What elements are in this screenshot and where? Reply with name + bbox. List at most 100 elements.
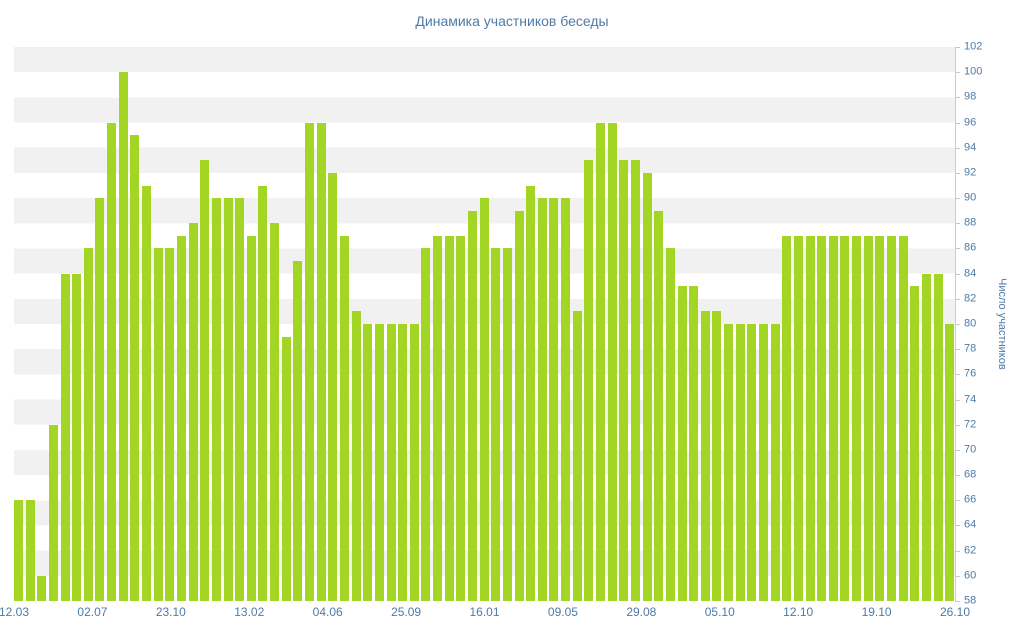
y-tick-label: 94 <box>964 141 977 154</box>
bar[interactable] <box>654 210 664 601</box>
bar[interactable] <box>165 248 175 601</box>
bar[interactable] <box>887 235 897 601</box>
bar[interactable] <box>898 235 908 601</box>
bar[interactable] <box>37 575 47 601</box>
bar[interactable] <box>945 324 955 601</box>
bar[interactable] <box>142 185 152 601</box>
bar[interactable] <box>910 286 920 601</box>
y-tick-mark <box>955 424 960 426</box>
bar[interactable] <box>700 311 710 601</box>
bar[interactable] <box>526 185 536 601</box>
bar[interactable] <box>840 235 850 601</box>
bar[interactable] <box>386 324 396 601</box>
bar[interactable] <box>933 273 943 601</box>
bar[interactable] <box>596 122 606 601</box>
y-tick-label: 58 <box>964 594 977 607</box>
bar[interactable] <box>642 172 652 601</box>
y-tick-label: 74 <box>964 393 977 406</box>
bar[interactable] <box>537 198 547 601</box>
bar[interactable] <box>782 235 792 601</box>
bar[interactable] <box>549 198 559 601</box>
bar[interactable] <box>305 122 315 601</box>
bar[interactable] <box>60 273 70 601</box>
bar[interactable] <box>316 122 326 601</box>
bar[interactable] <box>793 235 803 601</box>
bar[interactable] <box>689 286 699 601</box>
bar[interactable] <box>95 198 105 601</box>
bar[interactable] <box>25 500 35 601</box>
bar[interactable] <box>328 172 338 601</box>
y-tick-label: 70 <box>964 443 977 456</box>
bar[interactable] <box>421 248 431 601</box>
bar[interactable] <box>502 248 512 601</box>
bar[interactable] <box>72 273 82 601</box>
bar[interactable] <box>607 122 617 601</box>
x-tick-label: 02.07 <box>77 605 108 619</box>
bar[interactable] <box>630 160 640 601</box>
bar[interactable] <box>863 235 873 601</box>
bar[interactable] <box>875 235 885 601</box>
bar[interactable] <box>817 235 827 601</box>
bar[interactable] <box>584 160 594 601</box>
bar[interactable] <box>491 248 501 601</box>
bar[interactable] <box>770 324 780 601</box>
bar[interactable] <box>735 324 745 601</box>
bar[interactable] <box>479 198 489 601</box>
bar[interactable] <box>724 324 734 601</box>
bar[interactable] <box>759 324 768 601</box>
bar[interactable] <box>83 248 93 601</box>
y-tick-mark <box>955 223 960 225</box>
y-tick-mark <box>955 72 960 74</box>
bar[interactable] <box>351 311 361 601</box>
bar[interactable] <box>747 324 757 601</box>
bar[interactable] <box>561 198 571 601</box>
y-tick-mark <box>955 97 960 99</box>
bar[interactable] <box>433 235 443 601</box>
x-tick-label: 12.03 <box>0 605 30 619</box>
bar[interactable] <box>374 324 384 601</box>
x-tick-label: 05.10 <box>704 605 735 619</box>
bar[interactable] <box>293 261 303 601</box>
bar[interactable] <box>921 273 931 601</box>
bar[interactable] <box>712 311 722 601</box>
bar[interactable] <box>619 160 629 601</box>
bar[interactable] <box>223 198 233 601</box>
bar[interactable] <box>153 248 163 601</box>
bar[interactable] <box>211 198 221 601</box>
y-tick-mark <box>955 550 960 552</box>
y-tick-mark <box>955 172 960 174</box>
y-tick-label: 96 <box>964 116 977 129</box>
bar[interactable] <box>339 235 349 601</box>
y-tick-label: 88 <box>964 216 977 229</box>
bar[interactable] <box>235 198 245 601</box>
bar[interactable] <box>270 223 280 601</box>
bar[interactable] <box>572 311 582 601</box>
bar[interactable] <box>444 235 454 601</box>
y-axis-title: Число участников <box>996 278 1008 370</box>
bar[interactable] <box>467 210 477 601</box>
bar[interactable] <box>176 235 186 601</box>
bar[interactable] <box>14 500 23 601</box>
bar[interactable] <box>130 135 140 601</box>
bar[interactable] <box>258 185 268 601</box>
bar[interactable] <box>514 210 524 601</box>
bar[interactable] <box>677 286 687 601</box>
y-tick-label: 66 <box>964 493 977 506</box>
bar[interactable] <box>188 223 198 601</box>
y-tick-mark <box>955 198 960 200</box>
bar[interactable] <box>246 235 256 601</box>
bar[interactable] <box>456 235 466 601</box>
bar[interactable] <box>363 324 373 601</box>
bar[interactable] <box>398 324 408 601</box>
bar[interactable] <box>665 248 675 601</box>
bar[interactable] <box>200 160 210 601</box>
bar[interactable] <box>281 336 291 601</box>
bar[interactable] <box>118 72 128 601</box>
bar[interactable] <box>48 424 58 601</box>
bar[interactable] <box>409 324 419 601</box>
bar[interactable] <box>107 122 117 601</box>
bar[interactable] <box>805 235 815 601</box>
bar[interactable] <box>828 235 838 601</box>
bar[interactable] <box>852 235 862 601</box>
